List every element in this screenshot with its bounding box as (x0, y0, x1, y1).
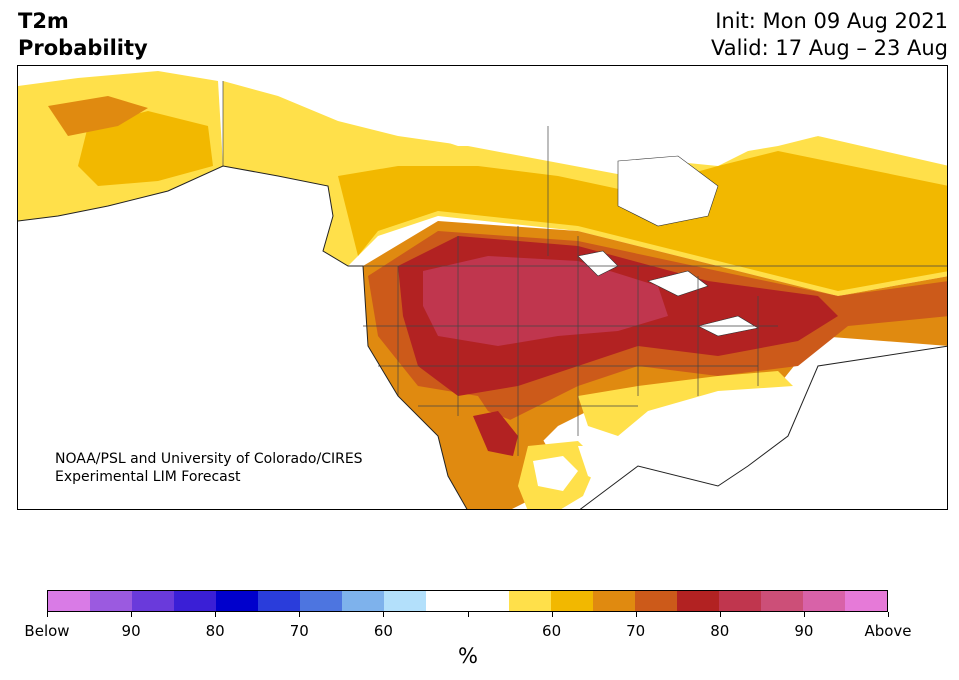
southeast-white-region (638, 386, 798, 486)
colorbar-swatch (467, 591, 510, 611)
alaska-orange-region (78, 111, 213, 186)
colorbar-swatch (341, 591, 384, 611)
colorbar-swatch (131, 591, 174, 611)
colorbar-swatch (299, 591, 342, 611)
forecast-credit: NOAA/PSL and University of Colorado/CIRE… (55, 450, 363, 486)
mexico-red (473, 411, 518, 456)
colorbar-swatch (845, 591, 888, 611)
colorbar-tick-label: Above (864, 622, 912, 640)
colorbar-tick (215, 612, 217, 617)
colorbar-swatch (719, 591, 762, 611)
colorbar-tick (888, 612, 889, 617)
colorbar-tick-label: 80 (205, 622, 225, 640)
coastlines (18, 165, 947, 509)
colorbar-swatch (89, 591, 132, 611)
colorbar-unit: % (458, 644, 478, 668)
alaska-core-region (48, 96, 148, 136)
probability-colorbar (47, 590, 888, 612)
gulf-of-mexico (578, 446, 678, 491)
atlantic-ocean (580, 346, 947, 509)
colorbar-swatch (593, 591, 636, 611)
colorbar-tick (719, 612, 721, 617)
credit-line-1: NOAA/PSL and University of Colorado/CIRE… (55, 451, 363, 467)
map-canvas (18, 66, 947, 509)
colorbar-swatch (425, 591, 468, 611)
colorbar-tick (383, 612, 385, 617)
colorbar-swatch (509, 591, 552, 611)
forecast-dates: Init: Mon 09 Aug 2021 Valid: 17 Aug – 23… (711, 8, 948, 62)
colorbar-tick-label: 80 (710, 622, 730, 640)
colorbar-swatch (48, 591, 90, 611)
pacific-ocean (18, 166, 467, 509)
political-borders (222, 81, 947, 456)
colorbar-tick-label: 70 (289, 622, 309, 640)
colorbar-tick (131, 612, 133, 617)
colorbar-tick-label: 90 (794, 622, 814, 640)
colorbar-tick (635, 612, 637, 617)
colorbar-tick (551, 612, 553, 617)
colorbar-swatch (257, 591, 300, 611)
colorbar-tick-label: 60 (542, 622, 562, 640)
colorbar-swatch (173, 591, 216, 611)
forecast-map (17, 65, 948, 510)
map-title: T2m Probability (18, 8, 148, 62)
mexico-white (533, 456, 578, 491)
colorbar-tick-label: 60 (373, 622, 393, 640)
colorbar-tick-label: 70 (626, 622, 646, 640)
colorbar-swatch (215, 591, 258, 611)
colorbar-swatch (635, 591, 678, 611)
crimson-core-region (423, 256, 668, 346)
valid-range: Valid: 17 Aug – 23 Aug (710, 36, 948, 60)
colorbar-swatch (677, 591, 720, 611)
colorbar-swatch (383, 591, 426, 611)
init-date: Init: Mon 09 Aug 2021 (715, 9, 948, 33)
product-label: Probability (18, 36, 148, 60)
hudson-bay (617, 155, 719, 227)
colorbar-tick (467, 612, 469, 617)
colorbar-tick-label: Below (24, 622, 70, 640)
canada-orange-belt (338, 151, 947, 291)
colorbar-tick (803, 612, 805, 617)
arctic-white-region (248, 66, 947, 166)
colorbar-tick (299, 612, 301, 617)
colorbar-tick (47, 612, 48, 617)
colorbar-tick-label: 90 (121, 622, 141, 640)
colorbar-swatch (761, 591, 804, 611)
colorbar-swatch (803, 591, 846, 611)
southeast-yellow-edge (578, 371, 793, 436)
variable-label: T2m (18, 9, 69, 33)
colorbar-swatch (551, 591, 594, 611)
credit-line-2: Experimental LIM Forecast (55, 469, 241, 485)
